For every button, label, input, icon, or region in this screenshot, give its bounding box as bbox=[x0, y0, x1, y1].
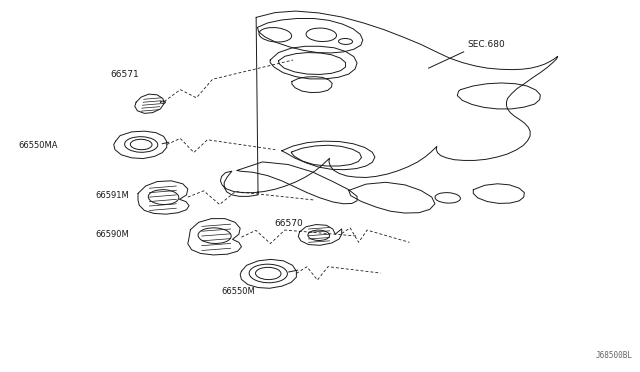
Text: SEC.680: SEC.680 bbox=[467, 40, 504, 49]
Text: 66571: 66571 bbox=[111, 70, 140, 78]
Text: 66550M: 66550M bbox=[221, 287, 255, 296]
Text: J68500BL: J68500BL bbox=[596, 351, 633, 360]
Text: 66590M: 66590M bbox=[95, 230, 129, 240]
Text: 66550MA: 66550MA bbox=[19, 141, 58, 150]
Text: 66591M: 66591M bbox=[95, 191, 129, 200]
Text: 66570: 66570 bbox=[274, 219, 303, 228]
